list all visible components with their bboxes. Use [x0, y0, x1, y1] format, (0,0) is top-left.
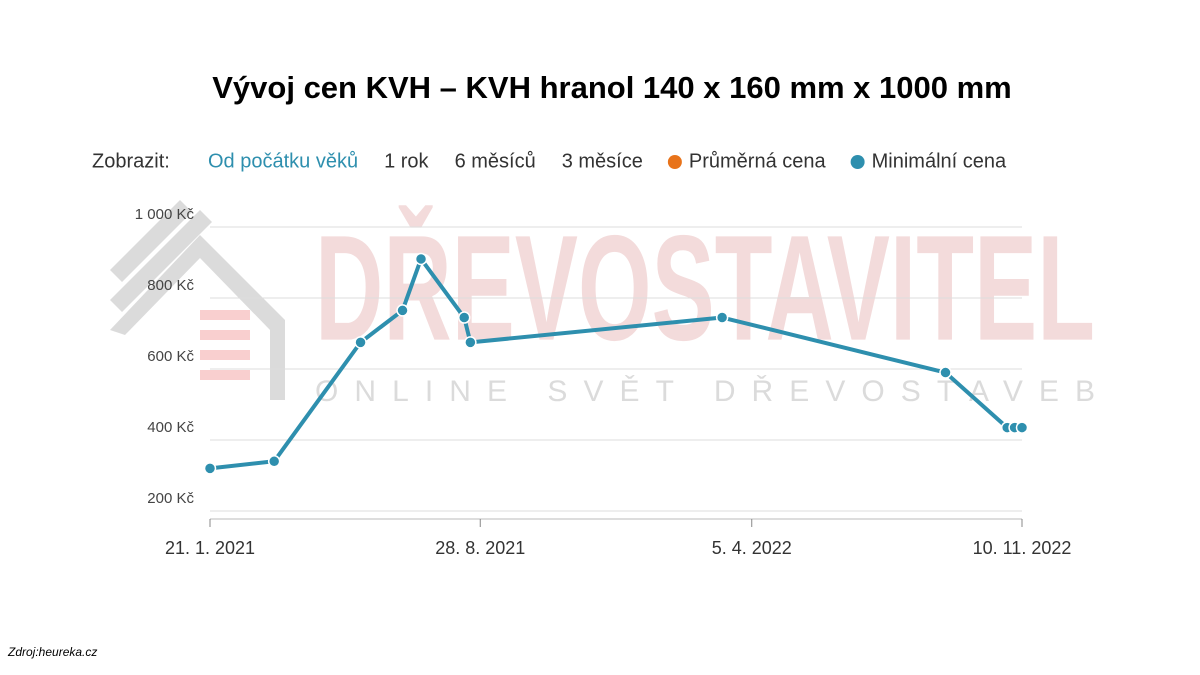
chart-title: Vývoj cen KVH – KVH hranol 140 x 160 mm … [212, 70, 1012, 105]
x-tick-label: 28. 8. 2021 [435, 538, 525, 558]
data-point [267, 455, 281, 468]
watermark-house [110, 235, 285, 400]
range-option[interactable]: 3 měsíce [562, 150, 643, 172]
y-tick-label: 600 Kč [147, 348, 194, 365]
x-tick-label: 10. 11. 2022 [973, 538, 1072, 558]
data-point [354, 336, 367, 349]
legend-label[interactable]: Minimální cena [872, 150, 1007, 172]
data-point [715, 311, 729, 324]
data-point [457, 311, 471, 324]
source: Zdroj:heureka.cz [7, 645, 97, 659]
data-point [414, 252, 428, 266]
data-point [464, 336, 477, 349]
range-option[interactable]: Od počátku věků [208, 150, 358, 172]
watermark-bar [200, 330, 250, 340]
data-point [203, 462, 217, 475]
watermark-bar [200, 350, 250, 360]
legend-label[interactable]: Průměrná cena [689, 150, 827, 172]
range-option[interactable]: 6 měsíců [455, 150, 536, 172]
watermark-stripes [110, 200, 212, 312]
range-option[interactable]: 1 rok [384, 150, 429, 172]
x-tick-label: 5. 4. 2022 [712, 538, 792, 558]
data-point [939, 366, 952, 379]
legend-marker [667, 155, 682, 169]
data-point [1015, 421, 1029, 434]
watermark-brand: DŘEVOSTAVITEL [315, 204, 1095, 372]
controls-label: Zobrazit: [92, 150, 170, 172]
watermark-bar [200, 370, 250, 380]
watermark-bar [200, 310, 250, 320]
data-point [396, 304, 409, 317]
x-tick-label: 21. 1. 2021 [165, 538, 255, 558]
y-tick-label: 800 Kč [147, 277, 194, 294]
y-tick-label: 400 Kč [147, 419, 194, 436]
y-tick-label: 200 Kč [147, 490, 194, 507]
y-tick-label: 1 000 Kč [135, 206, 195, 223]
legend-marker [850, 155, 865, 169]
